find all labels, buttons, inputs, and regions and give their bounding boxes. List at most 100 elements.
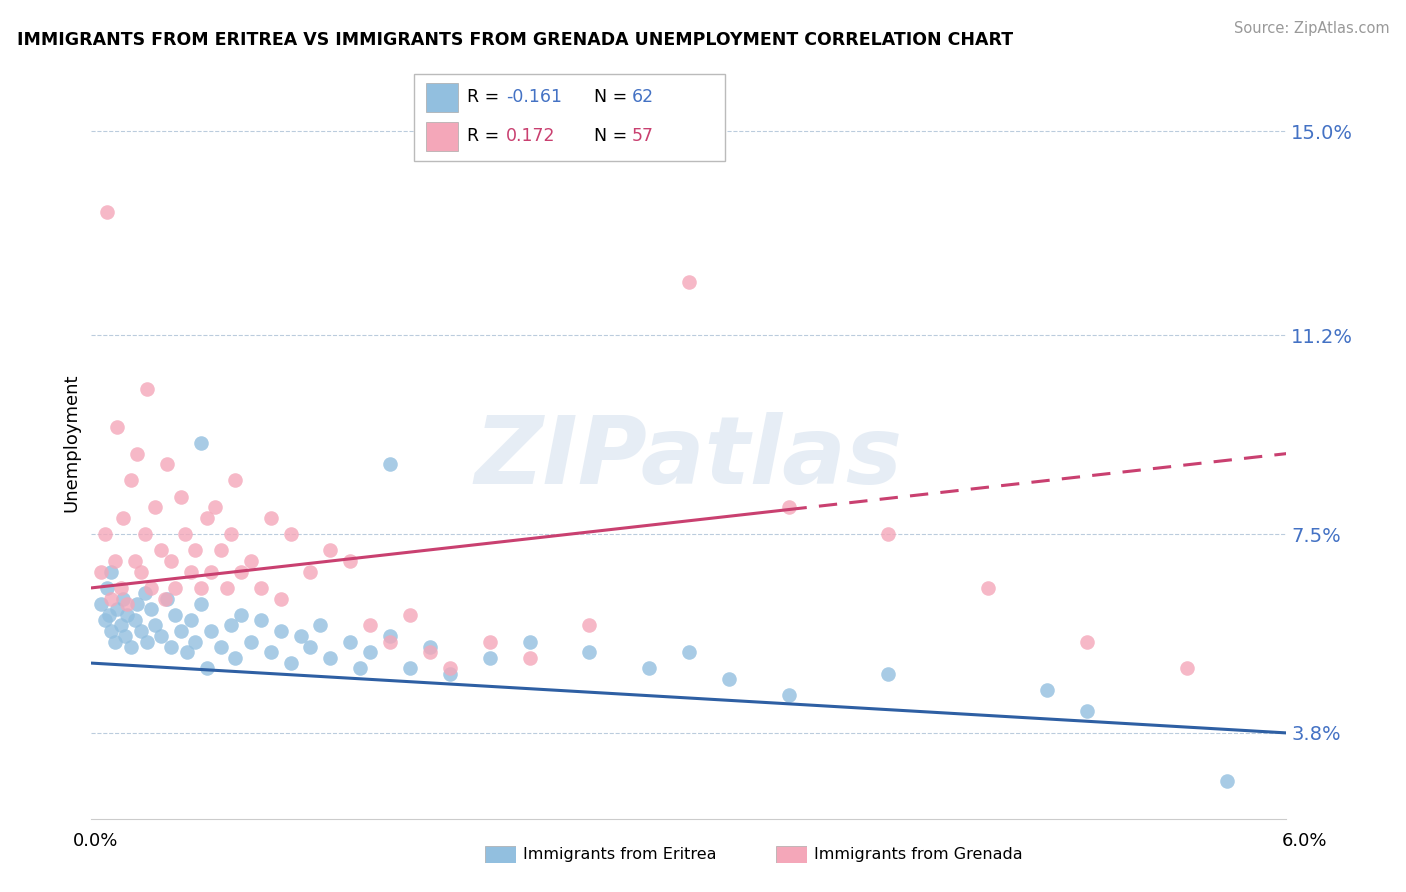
Point bbox=[519, 634, 541, 648]
Point bbox=[280, 656, 302, 670]
Point bbox=[156, 458, 179, 472]
Point bbox=[200, 624, 222, 638]
Point bbox=[127, 597, 149, 611]
Point bbox=[136, 382, 159, 396]
Point bbox=[224, 474, 246, 488]
Point bbox=[120, 474, 142, 488]
Point bbox=[1076, 705, 1098, 719]
Point bbox=[359, 645, 381, 659]
Point bbox=[239, 554, 262, 568]
Point bbox=[100, 624, 122, 638]
Point bbox=[104, 554, 127, 568]
Point bbox=[195, 511, 218, 525]
Point bbox=[124, 554, 146, 568]
Point bbox=[349, 661, 371, 675]
Text: 6.0%: 6.0% bbox=[1282, 831, 1327, 849]
Point bbox=[100, 565, 122, 579]
Point bbox=[160, 554, 183, 568]
Text: ZIPatlas: ZIPatlas bbox=[475, 412, 903, 504]
Point bbox=[170, 490, 193, 504]
Point bbox=[143, 500, 166, 515]
Point bbox=[877, 666, 900, 681]
Point bbox=[1036, 682, 1059, 697]
Point bbox=[94, 527, 117, 541]
Point bbox=[280, 527, 302, 541]
Point bbox=[399, 607, 422, 622]
Point bbox=[141, 602, 162, 616]
Point bbox=[249, 581, 271, 595]
Point bbox=[224, 650, 246, 665]
Point bbox=[478, 650, 501, 665]
Point bbox=[120, 640, 142, 654]
Point bbox=[270, 591, 292, 606]
Point bbox=[153, 591, 176, 606]
Point bbox=[112, 591, 135, 606]
Point bbox=[104, 634, 127, 648]
Point bbox=[134, 527, 156, 541]
Point bbox=[190, 581, 212, 595]
Point bbox=[184, 634, 207, 648]
Point bbox=[190, 436, 212, 450]
Point bbox=[115, 607, 138, 622]
Point bbox=[717, 672, 740, 686]
Point bbox=[100, 591, 122, 606]
Point bbox=[419, 640, 441, 654]
Point bbox=[259, 645, 281, 659]
Point bbox=[378, 629, 402, 643]
Point bbox=[156, 591, 179, 606]
Text: IMMIGRANTS FROM ERITREA VS IMMIGRANTS FROM GRENADA UNEMPLOYMENT CORRELATION CHAR: IMMIGRANTS FROM ERITREA VS IMMIGRANTS FR… bbox=[17, 31, 1012, 49]
Point bbox=[378, 634, 402, 648]
Point bbox=[163, 607, 186, 622]
Point bbox=[136, 634, 159, 648]
Point bbox=[115, 597, 138, 611]
Point bbox=[141, 581, 162, 595]
Point bbox=[339, 634, 361, 648]
Point bbox=[124, 613, 146, 627]
Point bbox=[229, 565, 252, 579]
Point bbox=[184, 543, 207, 558]
Point bbox=[578, 645, 600, 659]
Point bbox=[1175, 661, 1198, 675]
Point bbox=[290, 629, 312, 643]
Point bbox=[419, 645, 441, 659]
Text: Immigrants from Eritrea: Immigrants from Eritrea bbox=[523, 847, 717, 862]
Point bbox=[249, 613, 271, 627]
Point bbox=[90, 597, 112, 611]
Point bbox=[129, 624, 152, 638]
Point bbox=[96, 581, 118, 595]
Point bbox=[259, 511, 281, 525]
Point bbox=[105, 419, 128, 434]
Point bbox=[204, 500, 226, 515]
Point bbox=[339, 554, 361, 568]
Y-axis label: Unemployment: Unemployment bbox=[62, 374, 80, 512]
Point bbox=[134, 586, 156, 600]
Point bbox=[163, 581, 186, 595]
Point bbox=[90, 565, 112, 579]
Point bbox=[219, 618, 242, 632]
Point bbox=[174, 527, 197, 541]
Point bbox=[176, 645, 198, 659]
Point bbox=[96, 205, 118, 219]
Point bbox=[150, 629, 173, 643]
Point bbox=[778, 500, 800, 515]
Point bbox=[976, 581, 998, 595]
Point bbox=[229, 607, 252, 622]
Point bbox=[200, 565, 222, 579]
Point bbox=[678, 645, 700, 659]
Text: Source: ZipAtlas.com: Source: ZipAtlas.com bbox=[1233, 21, 1389, 36]
Point bbox=[110, 581, 132, 595]
Point bbox=[319, 650, 342, 665]
Point bbox=[478, 634, 501, 648]
Point bbox=[143, 618, 166, 632]
Point bbox=[877, 527, 900, 541]
Point bbox=[209, 543, 232, 558]
Point bbox=[170, 624, 193, 638]
Point bbox=[359, 618, 381, 632]
Point bbox=[127, 447, 149, 461]
Text: 0.0%: 0.0% bbox=[73, 831, 118, 849]
Point bbox=[439, 666, 461, 681]
Point bbox=[299, 640, 322, 654]
Point bbox=[519, 650, 541, 665]
Point bbox=[319, 543, 342, 558]
Point bbox=[195, 661, 218, 675]
